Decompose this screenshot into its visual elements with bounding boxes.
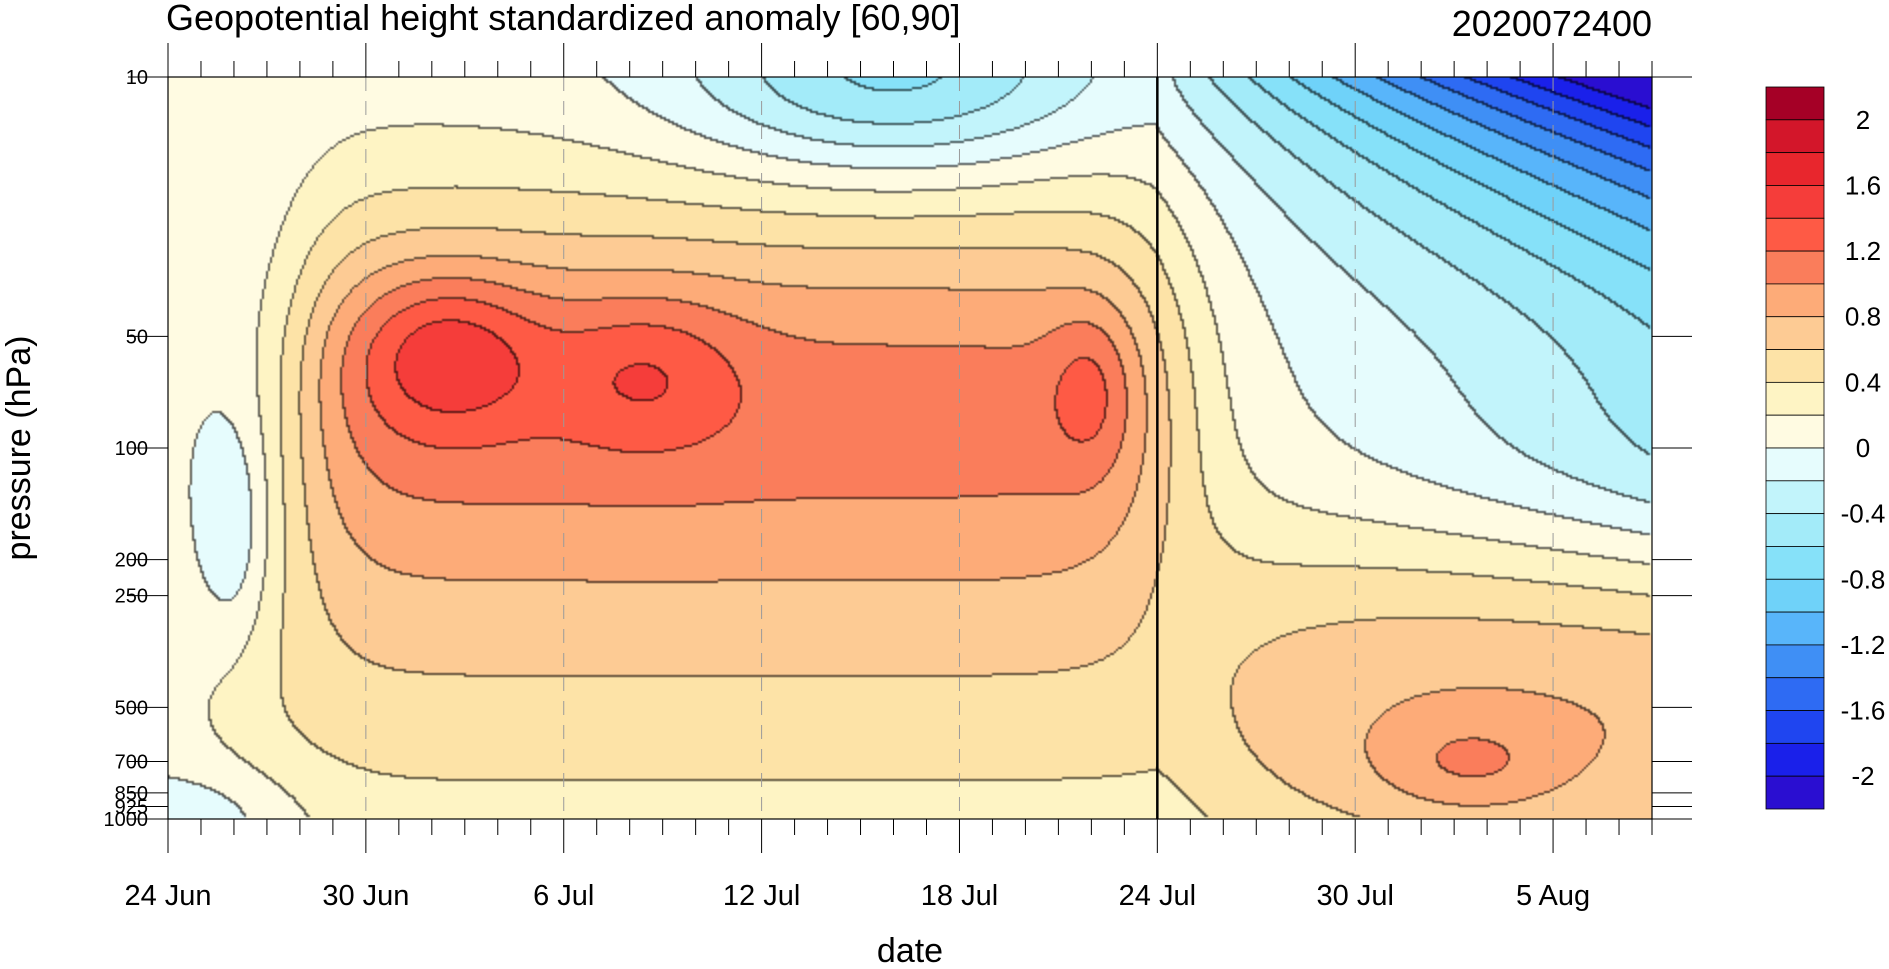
colorbar-box bbox=[1765, 775, 1825, 810]
anomaly-field bbox=[168, 77, 1652, 819]
colorbar-label: 0.4 bbox=[1845, 367, 1881, 397]
y-tick-label: 250 bbox=[115, 586, 148, 608]
colorbar-box bbox=[1765, 119, 1825, 154]
colorbar-box bbox=[1765, 578, 1825, 613]
x-tick-label: 18 Jul bbox=[921, 880, 998, 912]
chart-subtitle: 2020072400 bbox=[1452, 3, 1652, 44]
colorbar-box bbox=[1765, 250, 1825, 285]
x-tick-label: 6 Jul bbox=[533, 880, 594, 912]
colorbar-label: -2 bbox=[1851, 761, 1874, 791]
colorbar-box bbox=[1765, 414, 1825, 449]
colorbar-label: -1.2 bbox=[1841, 630, 1886, 660]
colorbar-box bbox=[1765, 611, 1825, 646]
y-tick-label: 500 bbox=[115, 697, 148, 719]
y-tick-label: 850 bbox=[115, 783, 148, 805]
colorbar-label: -1.6 bbox=[1841, 696, 1886, 726]
x-tick-label: 5 Aug bbox=[1516, 880, 1590, 912]
y-tick-label: 925 bbox=[115, 796, 148, 818]
colorbar-box bbox=[1765, 447, 1825, 482]
chart-title: Geopotential height standardized anomaly… bbox=[166, 0, 961, 38]
x-tick-label: 24 Jul bbox=[1119, 880, 1196, 912]
y-tick-label: 200 bbox=[115, 550, 148, 572]
y-tick-label: 50 bbox=[126, 326, 148, 348]
colorbar-box bbox=[1765, 513, 1825, 547]
colorbar-label: 0.8 bbox=[1845, 302, 1881, 332]
colorbar-box bbox=[1765, 677, 1825, 711]
colorbar-box bbox=[1765, 546, 1825, 580]
x-tick-label: 24 Jun bbox=[124, 880, 211, 912]
colorbar-box bbox=[1765, 349, 1825, 383]
plot-area bbox=[167, 76, 1653, 820]
colorbar-box bbox=[1765, 480, 1825, 515]
colorbar-labels: 2 1.6 1.2 0.8 0.4 0 -0.4 -0.8 -1.2 -1.6 … bbox=[1841, 105, 1886, 791]
colorbar-box bbox=[1765, 316, 1825, 350]
colorbar-label: -0.8 bbox=[1841, 564, 1886, 594]
y-tick-label: 100 bbox=[115, 438, 148, 460]
y-tick-label: 10 bbox=[126, 67, 148, 89]
x-tick-label: 30 Jun bbox=[322, 880, 409, 912]
colorbar-label: 1.2 bbox=[1845, 236, 1881, 266]
x-axis-ticks bbox=[167, 43, 1653, 853]
y-tick-label: 700 bbox=[115, 752, 148, 774]
colorbar-box bbox=[1765, 185, 1825, 219]
colorbar-label: 0 bbox=[1856, 433, 1870, 463]
colorbar-box bbox=[1765, 86, 1825, 121]
colorbar-box bbox=[1765, 283, 1825, 318]
y-axis-ticks bbox=[128, 76, 1692, 820]
x-axis-label: date bbox=[877, 932, 943, 969]
colorbar-box bbox=[1765, 644, 1825, 679]
colorbar: 2 1.6 1.2 0.8 0.4 0 -0.4 -0.8 -1.2 -1.6 … bbox=[1765, 86, 1886, 810]
colorbar-label: 2 bbox=[1856, 105, 1870, 135]
y-tick-label: 1000 bbox=[104, 809, 149, 831]
x-tick-label: 12 Jul bbox=[723, 880, 800, 912]
colorbar-box bbox=[1765, 381, 1825, 416]
colorbar-box bbox=[1765, 742, 1825, 777]
y-axis-tick-labels: 10 50 100 200 250 500 700 850 925 1000 bbox=[104, 67, 149, 831]
colorbar-label: -0.4 bbox=[1841, 499, 1886, 529]
y-axis-label: pressure (hPa) bbox=[0, 336, 38, 561]
colorbar-label: 1.6 bbox=[1845, 170, 1881, 200]
colorbar-box bbox=[1765, 710, 1825, 744]
colorbar-box bbox=[1765, 217, 1825, 252]
x-axis-tick-labels: 24 Jun 30 Jun 6 Jul 12 Jul 18 Jul 24 Jul… bbox=[124, 880, 1590, 912]
x-tick-label: 30 Jul bbox=[1317, 880, 1394, 912]
colorbar-box bbox=[1765, 152, 1825, 186]
colorbar-boxes bbox=[1765, 86, 1825, 810]
